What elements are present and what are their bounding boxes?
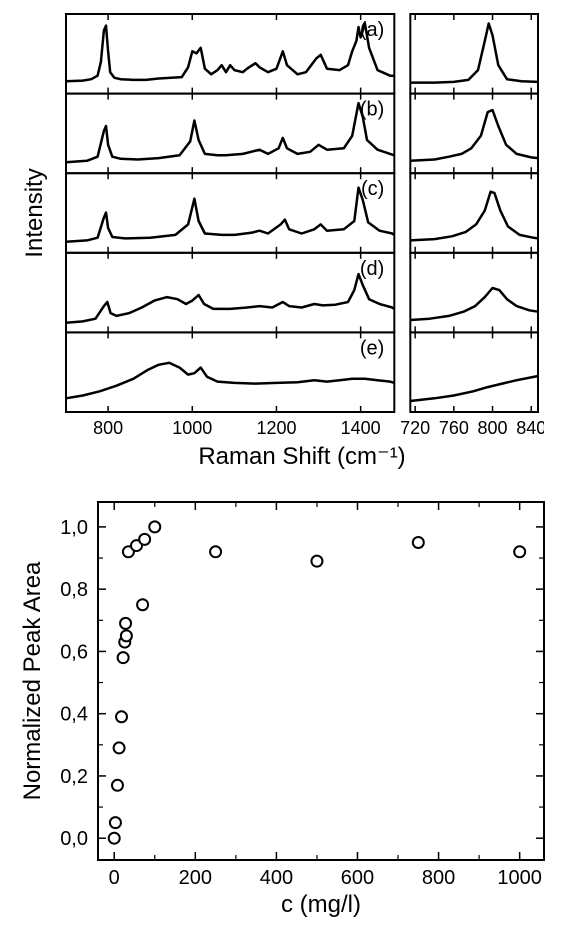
svg-text:200: 200 [179,867,212,889]
svg-text:760: 760 [439,418,469,438]
svg-text:1000: 1000 [497,867,542,889]
svg-text:(d): (d) [360,258,384,280]
svg-text:1400: 1400 [341,418,381,438]
svg-text:800: 800 [478,418,508,438]
raman-svg: (a) (b) (c) (d) (e) 800 1000 1200 1400 720 760 800 8… [20,6,544,478]
svg-text:1200: 1200 [256,418,296,438]
svg-text:0: 0 [109,867,120,889]
svg-text:600: 600 [341,867,374,889]
svg-text:0,4: 0,4 [60,704,88,726]
svg-text:Intensity: Intensity [21,168,48,257]
svg-text:800: 800 [422,867,455,889]
svg-text:800: 800 [93,418,123,438]
svg-text:0,0: 0,0 [60,828,88,850]
svg-text:(e): (e) [360,337,384,359]
svg-text:(b): (b) [360,99,384,121]
svg-text:(a): (a) [360,19,384,41]
svg-text:720: 720 [400,418,430,438]
svg-text:1000: 1000 [172,418,212,438]
svg-text:Normalized Peak Area: Normalized Peak Area [19,561,46,800]
raman-spectra-figure: (a) (b) (c) (d) (e) 800 1000 1200 1400 720 760 800 8… [20,6,544,478]
svg-text:0,2: 0,2 [60,766,88,788]
svg-text:400: 400 [260,867,293,889]
svg-text:Raman Shift (cm⁻¹): Raman Shift (cm⁻¹) [198,443,405,470]
svg-text:1,0: 1,0 [60,517,88,539]
svg-text:0,6: 0,6 [60,641,88,663]
peak-area-figure: 0 200 400 600 800 1000 0,0 0,2 0,4 0,6 0,8 1,0 c (mg… [10,494,554,926]
svg-text:c (mg/l): c (mg/l) [281,891,361,918]
svg-text:840: 840 [516,418,544,438]
svg-text:0,8: 0,8 [60,579,88,601]
scatter-svg: 0 200 400 600 800 1000 0,0 0,2 0,4 0,6 0,8 1,0 c (mg… [10,494,554,926]
svg-text:(c): (c) [361,178,384,200]
